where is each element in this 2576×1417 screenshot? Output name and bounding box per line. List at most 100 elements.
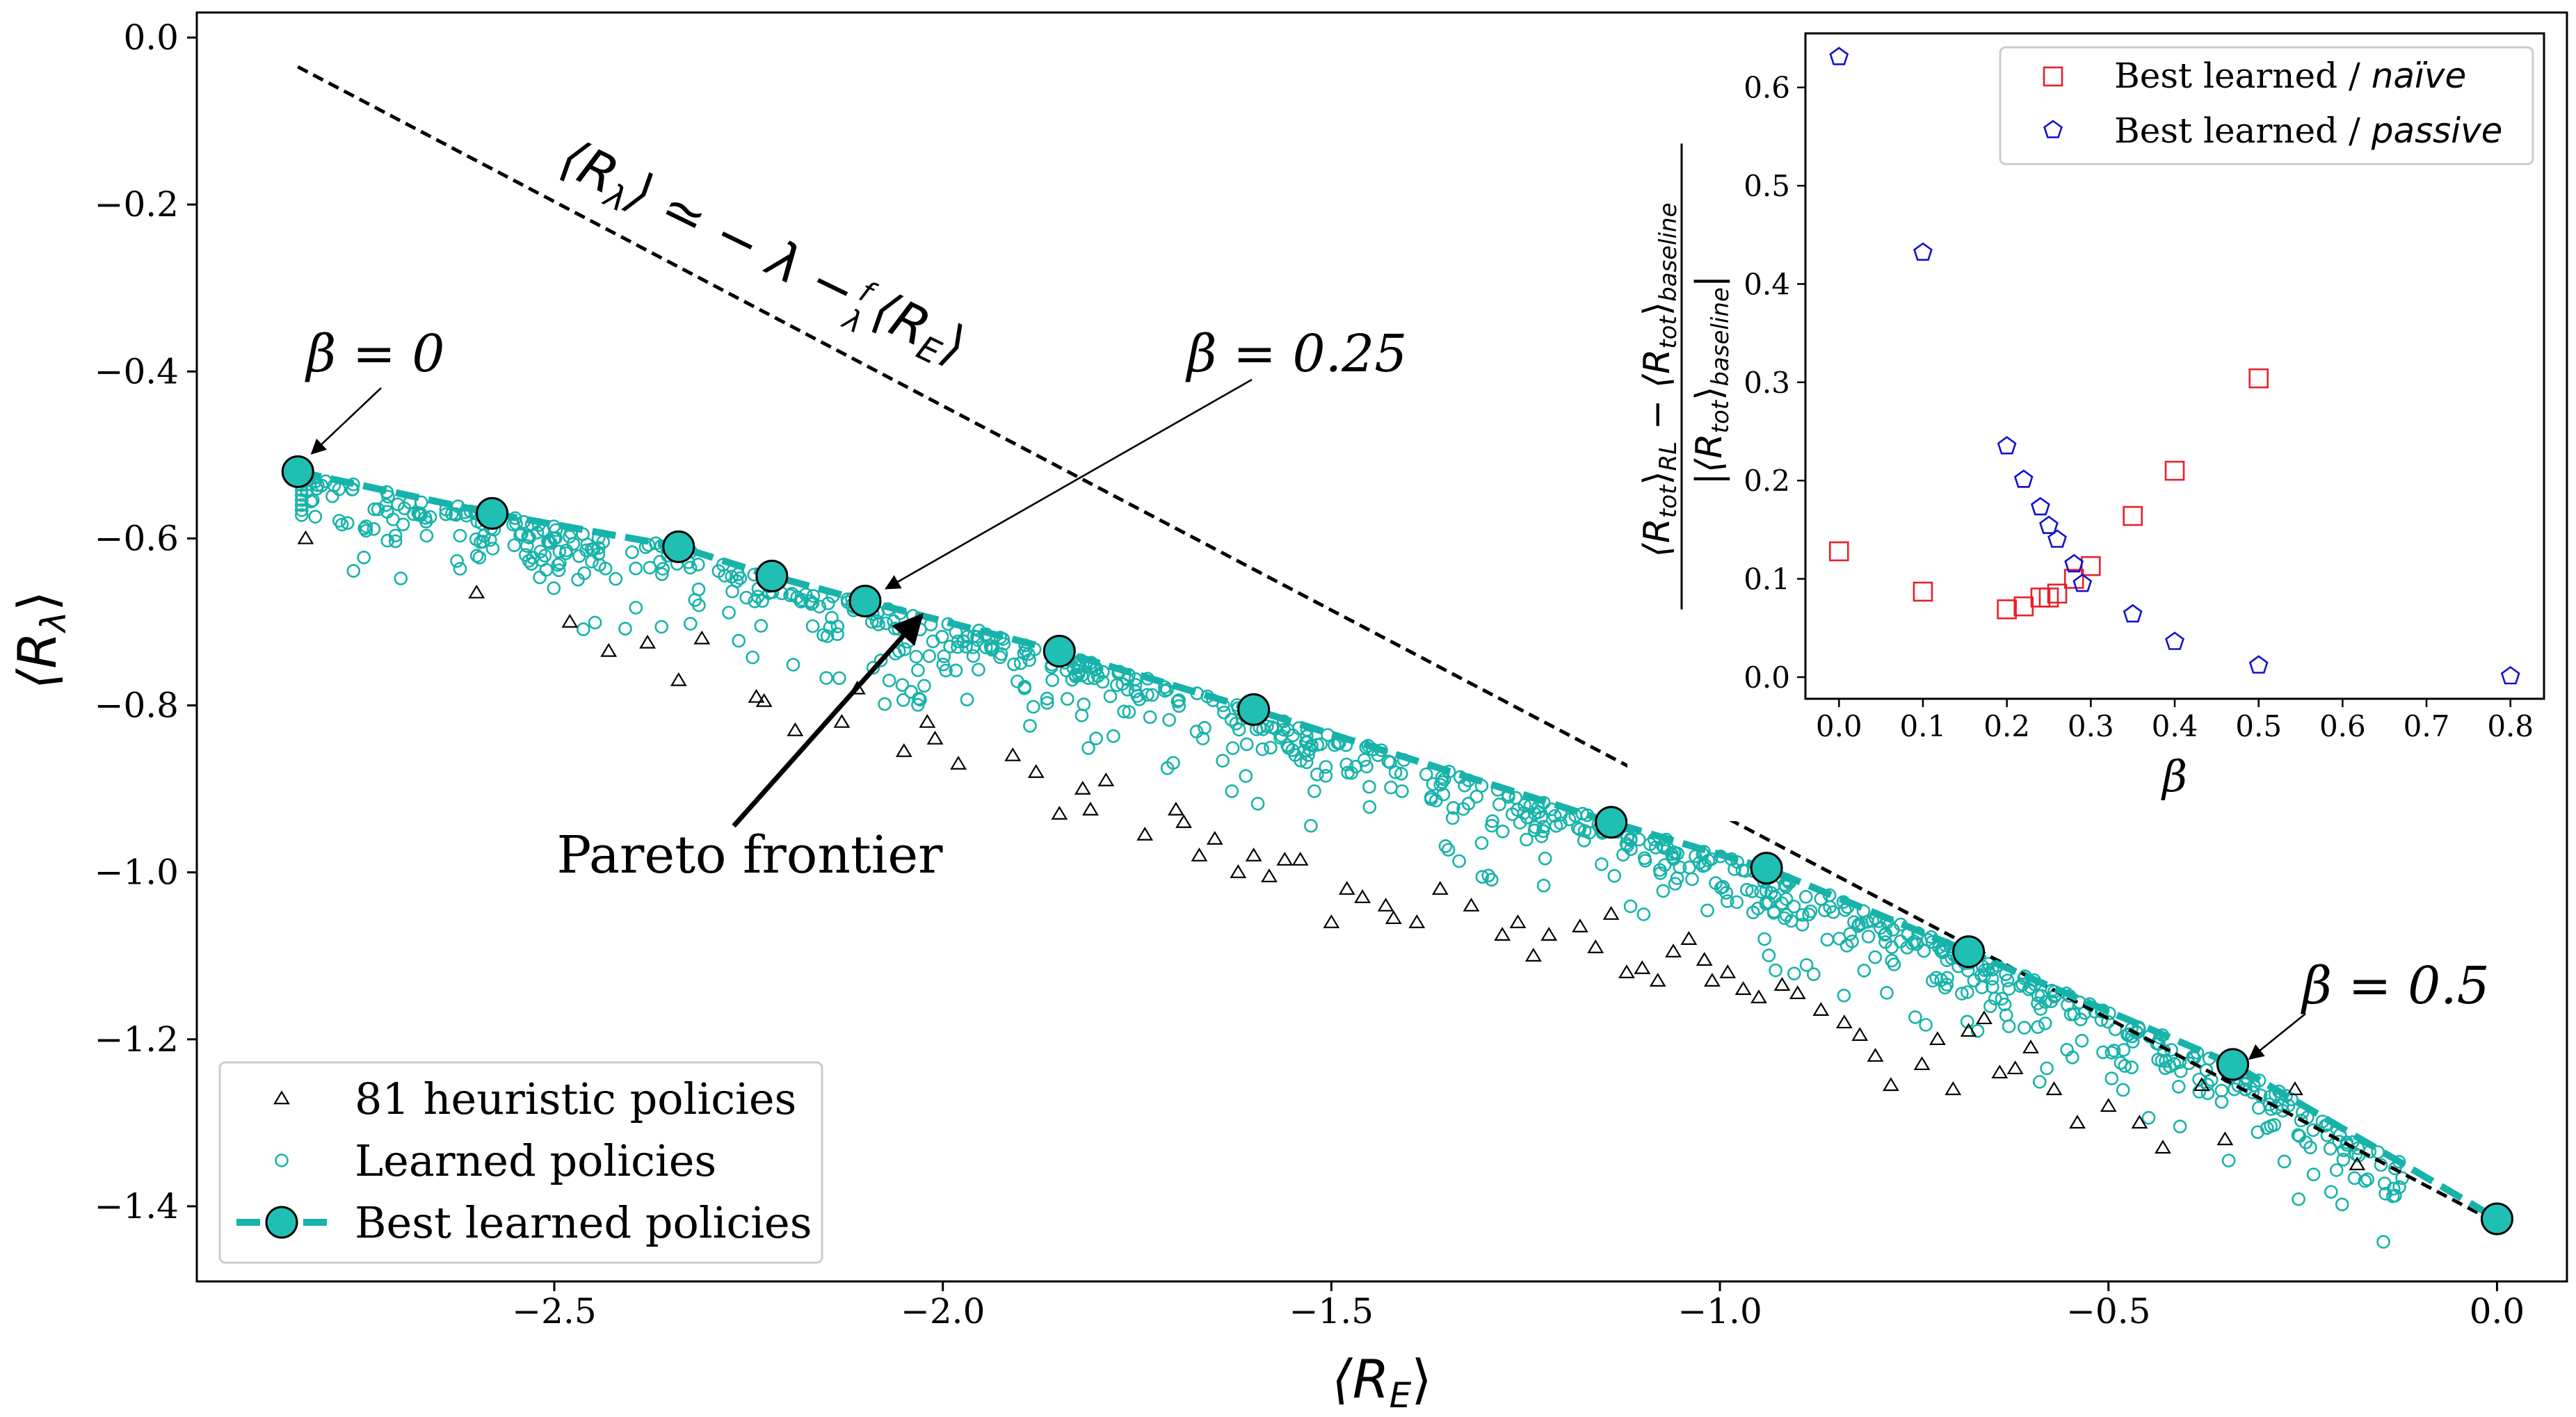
learned-policy-point bbox=[2276, 1103, 2289, 1118]
heuristic-policies-series bbox=[297, 530, 2366, 1171]
best-learned-point bbox=[1750, 852, 1783, 885]
learned-policy-point bbox=[515, 526, 529, 541]
heuristic-policy-point bbox=[1773, 977, 1791, 991]
learned-policy-point bbox=[520, 539, 534, 553]
heuristic-policy-point bbox=[1097, 772, 1115, 786]
learned-policy-point bbox=[2276, 1098, 2289, 1112]
inset-y-tick-label: 0.2 bbox=[1744, 464, 1790, 498]
heuristic-policy-point bbox=[1136, 827, 1154, 841]
learned-policy-point bbox=[357, 521, 372, 535]
learned-policy-point bbox=[2340, 1135, 2354, 1149]
naive-point bbox=[1997, 599, 2017, 620]
learned-policy-point bbox=[1520, 832, 1533, 847]
learned-policy-point bbox=[993, 650, 1007, 665]
learned-policy-point bbox=[294, 503, 309, 517]
learned-policy-point bbox=[1074, 668, 1089, 683]
learned-policy-point bbox=[1919, 1018, 1933, 1032]
inset-y-tick-label: 0.1 bbox=[1744, 562, 1790, 597]
learned-policy-point bbox=[1264, 740, 1278, 755]
learned-policy-point bbox=[2116, 1083, 2130, 1097]
learned-policy-point bbox=[936, 657, 950, 672]
learned-policy-point bbox=[543, 536, 558, 550]
learned-policy-point bbox=[805, 596, 820, 610]
learned-policy-point bbox=[2120, 1028, 2134, 1042]
learned-policy-point bbox=[1007, 657, 1021, 672]
label-part: E bbox=[1390, 1375, 1412, 1414]
learned-policy-point bbox=[2324, 1185, 2338, 1199]
heuristic-policy-point bbox=[1572, 918, 1588, 932]
label-part: baseline bbox=[1655, 203, 1682, 302]
passive-point bbox=[2064, 553, 2084, 573]
learned-policy-point bbox=[1704, 852, 1718, 866]
learned-policy-point bbox=[1917, 944, 1931, 958]
learned-policy-point bbox=[1636, 907, 1651, 921]
learned-policy-point bbox=[1764, 886, 1778, 900]
heuristic-policy-point bbox=[1945, 1081, 1962, 1096]
heuristic-policy-point bbox=[1323, 914, 1340, 928]
passive-point bbox=[2123, 604, 2143, 623]
inset-y-tick-label: 0.5 bbox=[1744, 169, 1790, 203]
learned-policy-point bbox=[406, 507, 421, 521]
learned-policy-point bbox=[2066, 1051, 2079, 1064]
main-legend-label: Best learned policies bbox=[355, 1197, 812, 1248]
learned-policy-point bbox=[609, 572, 623, 586]
learned-policy-point bbox=[832, 671, 846, 686]
learned-policy-point bbox=[722, 606, 736, 620]
learned-policy-point bbox=[1485, 873, 1499, 887]
passive-point bbox=[2030, 496, 2050, 516]
label-part: ⟨R bbox=[1332, 1348, 1389, 1410]
learned-policy-point bbox=[1281, 723, 1295, 737]
learned-policy-point bbox=[1847, 915, 1861, 929]
label-part: ⟨R bbox=[1636, 518, 1678, 557]
learned-policy-point bbox=[1217, 705, 1231, 720]
learned-policy-point bbox=[878, 697, 892, 711]
bound-line-layer bbox=[297, 65, 2498, 1225]
learned-policy-point bbox=[1926, 973, 1940, 988]
learned-policy-point bbox=[1961, 985, 1974, 999]
learned-policy-point bbox=[2033, 1075, 2047, 1089]
learned-policy-point bbox=[1225, 741, 1240, 755]
learned-policy-point bbox=[1775, 896, 1789, 910]
learned-policy-point bbox=[654, 620, 669, 634]
main-plot-frame bbox=[195, 11, 2568, 1283]
learned-policy-point bbox=[547, 581, 561, 595]
learned-policy-point bbox=[1023, 719, 1037, 733]
heuristic-policy-point bbox=[1929, 1031, 1946, 1046]
heuristic-policy-point bbox=[1602, 906, 1620, 920]
heuristic-policy-point bbox=[1913, 1056, 1931, 1071]
learned-policy-point bbox=[2387, 1181, 2401, 1196]
learned-policy-point bbox=[805, 619, 820, 633]
learned-policy-point bbox=[1571, 821, 1585, 835]
legend-triangle-icon bbox=[273, 1090, 290, 1105]
learned-policy-point bbox=[866, 661, 880, 675]
learned-policy-point bbox=[552, 544, 567, 559]
heuristic-policy-point bbox=[1175, 814, 1192, 828]
learned-policy-point bbox=[2031, 1020, 2045, 1034]
learned-policy-point bbox=[1481, 868, 1495, 883]
learned-policy-point bbox=[1798, 890, 1813, 904]
learned-policy-point bbox=[1419, 767, 1433, 782]
main-axes: −2.5 −2.0 −1.5 −1.0 −0.5 0.0 0.0 −0.2 −0.4 −0.6 −0… bbox=[6, 11, 2568, 1416]
learned-policy-point bbox=[1495, 825, 1510, 839]
learned-policy-point bbox=[2329, 1163, 2344, 1177]
learned-policy-point bbox=[1110, 678, 1124, 693]
inset-legend-label-naive: Best learned / naïve bbox=[2114, 56, 2466, 96]
heuristic-policy-point bbox=[1851, 1027, 1869, 1042]
learned-policy-point bbox=[629, 601, 643, 615]
learned-policy-point bbox=[1027, 699, 1040, 714]
learned-policy-point bbox=[1857, 964, 1871, 978]
learned-policy-point bbox=[2277, 1154, 2292, 1169]
learned-policy-point bbox=[1577, 824, 1592, 838]
heuristic-policy-point bbox=[1377, 898, 1394, 912]
passive-point bbox=[2013, 469, 2034, 488]
learned-policy-point bbox=[346, 564, 361, 578]
heuristic-policy-point bbox=[833, 713, 851, 728]
learned-policy-point bbox=[1172, 699, 1186, 713]
heuristic-policy-point bbox=[1703, 973, 1721, 987]
inset-y-tick-label: 0.4 bbox=[1744, 267, 1790, 301]
label-part: Best learned / bbox=[2114, 56, 2372, 96]
learned-policy-point bbox=[732, 633, 746, 648]
learned-policy-point bbox=[359, 524, 373, 538]
learned-policy-point bbox=[2376, 1235, 2390, 1249]
learned-policy-point bbox=[1362, 779, 1376, 794]
